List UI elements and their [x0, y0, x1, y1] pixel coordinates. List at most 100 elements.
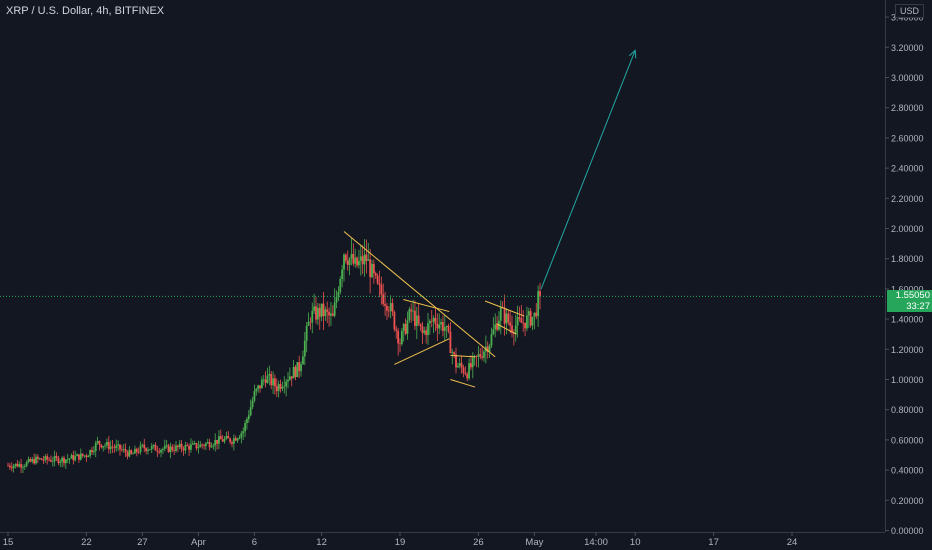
- candle-body: [128, 450, 131, 457]
- current-price-badge: 1.55050 33:27: [887, 290, 932, 312]
- candle-body: [171, 446, 174, 451]
- candle-body: [255, 388, 258, 392]
- candle-body: [330, 313, 332, 316]
- price-tick-label: 0.20000: [891, 496, 924, 506]
- candle-body: [150, 446, 153, 450]
- candle-body: [417, 315, 420, 324]
- candle-body: [22, 466, 24, 468]
- candle-body: [303, 340, 306, 357]
- candle-body: [145, 448, 148, 452]
- candle-body: [509, 322, 512, 326]
- candle-body: [107, 442, 110, 450]
- candle-body: [440, 322, 442, 325]
- candle-body: [218, 436, 220, 444]
- candle-body: [358, 260, 360, 266]
- candle-body: [96, 441, 99, 443]
- projection-arrow[interactable]: [540, 50, 636, 290]
- candle-body: [490, 334, 493, 346]
- candle-body: [393, 311, 396, 330]
- candle-body: [369, 259, 372, 278]
- candle-body: [425, 330, 428, 336]
- candle-body: [31, 459, 34, 462]
- candle-body: [456, 365, 459, 368]
- candle-body: [524, 322, 526, 329]
- candle-body: [94, 442, 97, 452]
- candle-body: [16, 463, 19, 467]
- candle-body: [339, 279, 342, 293]
- time-tick-label: May: [525, 537, 543, 548]
- candle-body: [264, 379, 267, 383]
- candle-body: [328, 311, 330, 316]
- candle-body: [279, 384, 282, 389]
- candle-body: [212, 445, 215, 447]
- candle-body: [244, 423, 246, 432]
- time-axis[interactable]: 15 22 27 Apr 6 12 19 26 May 14:00 10 17 24: [3, 532, 798, 548]
- symbol-title: XRP / U.S. Dollar, 4h, BITFINEX: [6, 5, 165, 17]
- candle-body: [74, 456, 77, 461]
- candle-body: [78, 454, 80, 460]
- candle-body: [477, 354, 480, 357]
- candle-body: [206, 442, 209, 444]
- candle-body: [415, 315, 418, 327]
- price-tick-label: 1.60000: [891, 284, 924, 294]
- trendline[interactable]: [450, 354, 476, 358]
- candle-body: [27, 459, 30, 463]
- trendline[interactable]: [403, 298, 450, 313]
- candle-body: [72, 455, 75, 461]
- candle-body: [268, 373, 271, 376]
- candle-body: [481, 356, 484, 358]
- candle-body: [18, 464, 21, 467]
- candle-body: [25, 462, 28, 467]
- candle-body: [316, 307, 319, 320]
- candle-body: [238, 437, 241, 439]
- time-tick-label: 22: [81, 537, 92, 548]
- candle-body: [294, 366, 297, 378]
- candle-body: [464, 373, 467, 375]
- trendline[interactable]: [484, 300, 525, 317]
- candle-body: [98, 441, 101, 445]
- candle-body: [397, 330, 400, 344]
- candle-body: [242, 431, 245, 434]
- time-tick-label: 26: [473, 537, 484, 548]
- candle-body: [178, 443, 181, 448]
- trendline[interactable]: [450, 379, 476, 388]
- candle-body: [511, 325, 513, 333]
- price-tick-label: 0.40000: [891, 466, 924, 476]
- candle-body: [260, 379, 263, 389]
- candle-body: [231, 442, 233, 444]
- candle-body: [384, 304, 386, 306]
- candle-body: [376, 275, 379, 284]
- currency-unit-label[interactable]: USD: [895, 4, 925, 18]
- candle-body: [486, 346, 489, 352]
- candle-body: [475, 355, 478, 357]
- candle-body: [204, 443, 207, 447]
- candle-body: [395, 329, 398, 331]
- candle-body: [191, 443, 194, 445]
- candle-body: [236, 438, 239, 441]
- candle-body: [348, 258, 351, 265]
- candle-body: [380, 284, 383, 295]
- candle-body: [115, 445, 118, 449]
- candle-body: [514, 325, 517, 334]
- candle-body: [494, 324, 497, 330]
- candle-body: [522, 322, 525, 324]
- candle-body: [203, 445, 205, 447]
- candle-body: [274, 378, 276, 387]
- candle-body: [8, 465, 11, 468]
- candle-body: [488, 345, 491, 352]
- candle-body: [270, 373, 273, 386]
- candle-body: [102, 446, 105, 448]
- candle-body: [216, 439, 218, 444]
- price-tick-label: 2.00000: [891, 224, 924, 234]
- trendline[interactable]: [394, 338, 450, 365]
- drawings-layer[interactable]: [343, 49, 637, 388]
- candle-body: [285, 381, 288, 387]
- candle-body: [40, 458, 43, 460]
- candle-body: [139, 445, 142, 453]
- candle-body: [337, 292, 340, 298]
- trendline[interactable]: [496, 323, 517, 335]
- candle-body: [492, 329, 495, 335]
- trendline[interactable]: [343, 231, 496, 358]
- candle-body: [442, 322, 444, 331]
